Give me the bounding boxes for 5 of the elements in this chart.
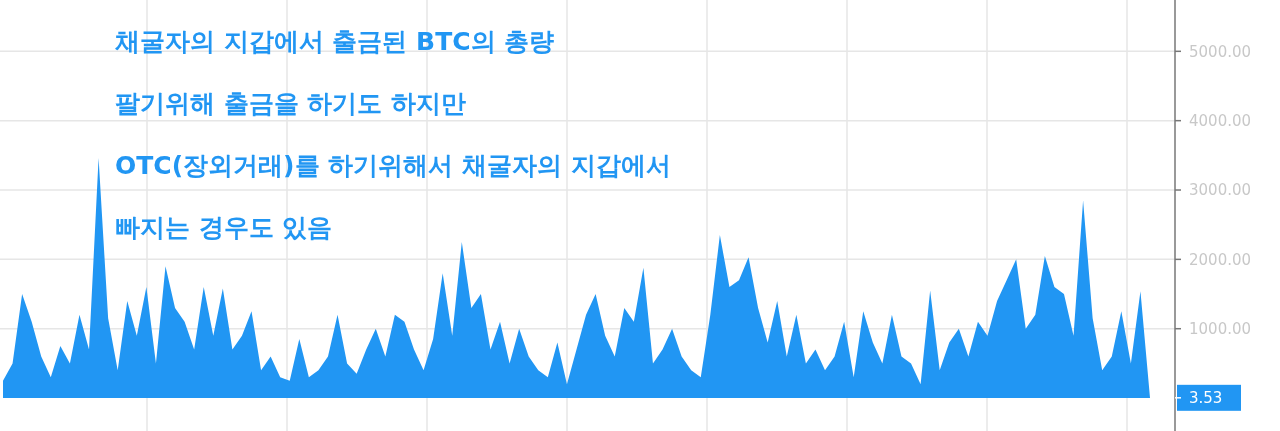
- annotation: 빠지는 경우도 있음: [115, 213, 333, 242]
- annotation: 채굴자의 지갑에서 출금된 BTC의 총량: [115, 27, 555, 56]
- text: 3.53: [1189, 389, 1223, 408]
- annotation: 팔기위해 출금을 하기도 하지만: [115, 89, 467, 118]
- annotation: OTC(장외거래)를 하기위해서 채굴자의 지갑에서: [115, 151, 671, 180]
